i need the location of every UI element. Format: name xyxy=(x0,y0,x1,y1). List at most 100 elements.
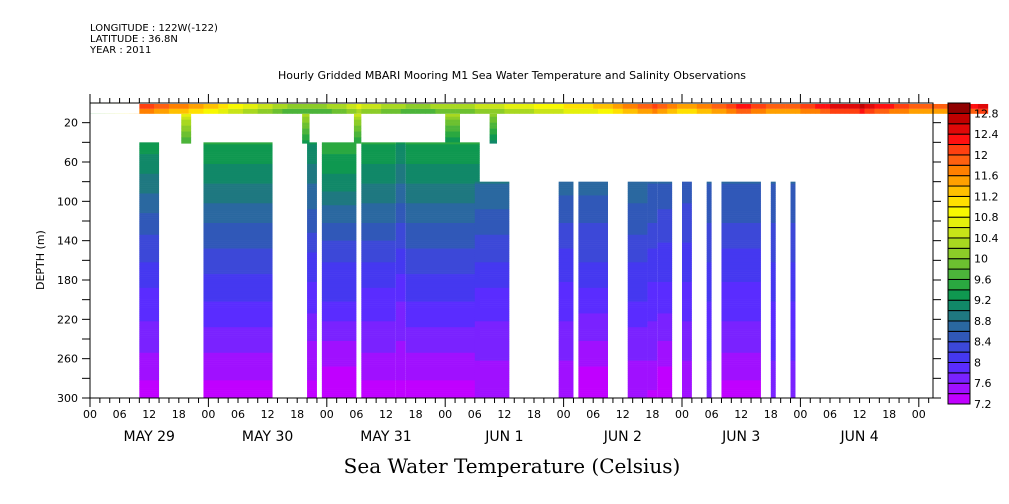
column-cell xyxy=(790,317,796,320)
surface-cell xyxy=(312,103,318,109)
surface-cell xyxy=(923,108,929,114)
column-cell xyxy=(139,311,160,314)
column-cell xyxy=(578,335,608,338)
surface-cell xyxy=(395,103,402,109)
column-cell xyxy=(721,185,761,188)
column-cell xyxy=(706,203,712,206)
column-cell xyxy=(203,303,273,306)
column-cell xyxy=(307,250,317,253)
column-cell xyxy=(558,219,574,222)
column-cell xyxy=(321,350,357,354)
column-cell xyxy=(139,191,160,194)
shallow-cell xyxy=(302,119,310,123)
column-cell xyxy=(647,364,658,367)
column-cell xyxy=(395,305,406,308)
column-cell xyxy=(721,242,761,245)
colorbar-swatch xyxy=(947,393,971,405)
column-cell xyxy=(721,254,761,257)
column-cell xyxy=(361,154,396,157)
column-cell xyxy=(321,276,357,279)
column-cell xyxy=(321,331,357,334)
column-cell xyxy=(721,181,761,184)
column-cell xyxy=(361,305,396,308)
column-cell xyxy=(307,203,317,206)
column-cell xyxy=(203,354,273,357)
column-cell xyxy=(139,382,160,385)
column-cell xyxy=(307,295,317,298)
column-cell xyxy=(395,319,406,322)
column-cell xyxy=(395,325,406,328)
column-cell xyxy=(627,376,648,379)
column-cell xyxy=(203,344,273,348)
column-cell xyxy=(203,242,273,245)
shallow-cell xyxy=(489,137,497,141)
day-label: JUN 3 xyxy=(721,429,760,445)
column-cell xyxy=(647,378,658,381)
column-cell xyxy=(770,344,776,348)
x-tick-label: 18 xyxy=(409,408,423,421)
column-cell xyxy=(395,144,406,147)
column-cell xyxy=(474,295,510,298)
column-cell xyxy=(203,173,273,177)
surface-cell xyxy=(834,103,841,109)
column-cell xyxy=(706,242,712,245)
column-cell xyxy=(578,248,608,251)
column-cell xyxy=(361,342,396,346)
column-cell xyxy=(627,181,648,184)
column-cell xyxy=(474,362,510,365)
column-cell xyxy=(721,197,761,200)
column-cell xyxy=(361,278,396,281)
column-cell xyxy=(395,193,406,196)
column-cell xyxy=(721,396,761,399)
surface-cell xyxy=(790,108,796,114)
surface-cell xyxy=(928,108,934,114)
column-cell xyxy=(790,238,796,241)
column-cell xyxy=(578,201,608,204)
surface-cell xyxy=(440,108,446,114)
column-cell xyxy=(474,311,510,314)
column-cell xyxy=(770,386,776,389)
surface-cell xyxy=(435,103,441,109)
column-cell xyxy=(558,260,574,263)
column-cell xyxy=(627,319,648,322)
column-cell xyxy=(790,266,796,269)
column-cell xyxy=(395,370,406,373)
column-cell xyxy=(203,311,273,314)
column-cell xyxy=(307,189,317,192)
column-cell xyxy=(203,272,273,275)
column-cell xyxy=(474,234,510,238)
column-cell xyxy=(361,256,396,259)
column-cell xyxy=(706,287,712,291)
column-cell xyxy=(307,262,317,265)
column-cell xyxy=(706,260,712,263)
column-cell xyxy=(307,240,317,243)
column-cell xyxy=(361,319,396,322)
column-cell xyxy=(647,242,658,245)
x-tick-label: 18 xyxy=(764,408,778,421)
column-cell xyxy=(627,321,648,324)
column-cell xyxy=(361,179,396,182)
column-cell xyxy=(682,248,692,251)
column-cell xyxy=(558,199,574,202)
column-cell xyxy=(706,280,712,283)
column-cell xyxy=(405,262,480,265)
column-cell xyxy=(682,193,692,196)
column-cell xyxy=(321,226,357,230)
surface-cell xyxy=(361,108,367,114)
column-cell xyxy=(139,183,160,186)
column-cell xyxy=(321,376,357,379)
column-cell xyxy=(361,339,396,342)
column-cell xyxy=(139,295,160,298)
column-cell xyxy=(405,258,480,261)
column-cell xyxy=(578,254,608,257)
column-cell xyxy=(657,287,673,291)
column-cell xyxy=(790,217,796,220)
column-cell xyxy=(321,384,357,387)
column-cell xyxy=(627,199,648,202)
column-cell xyxy=(790,181,796,184)
column-cell xyxy=(647,224,658,228)
column-cell xyxy=(578,392,608,395)
day-label: JUN 1 xyxy=(484,429,523,445)
y-tick-label: 180 xyxy=(57,274,78,287)
column-cell xyxy=(790,258,796,261)
